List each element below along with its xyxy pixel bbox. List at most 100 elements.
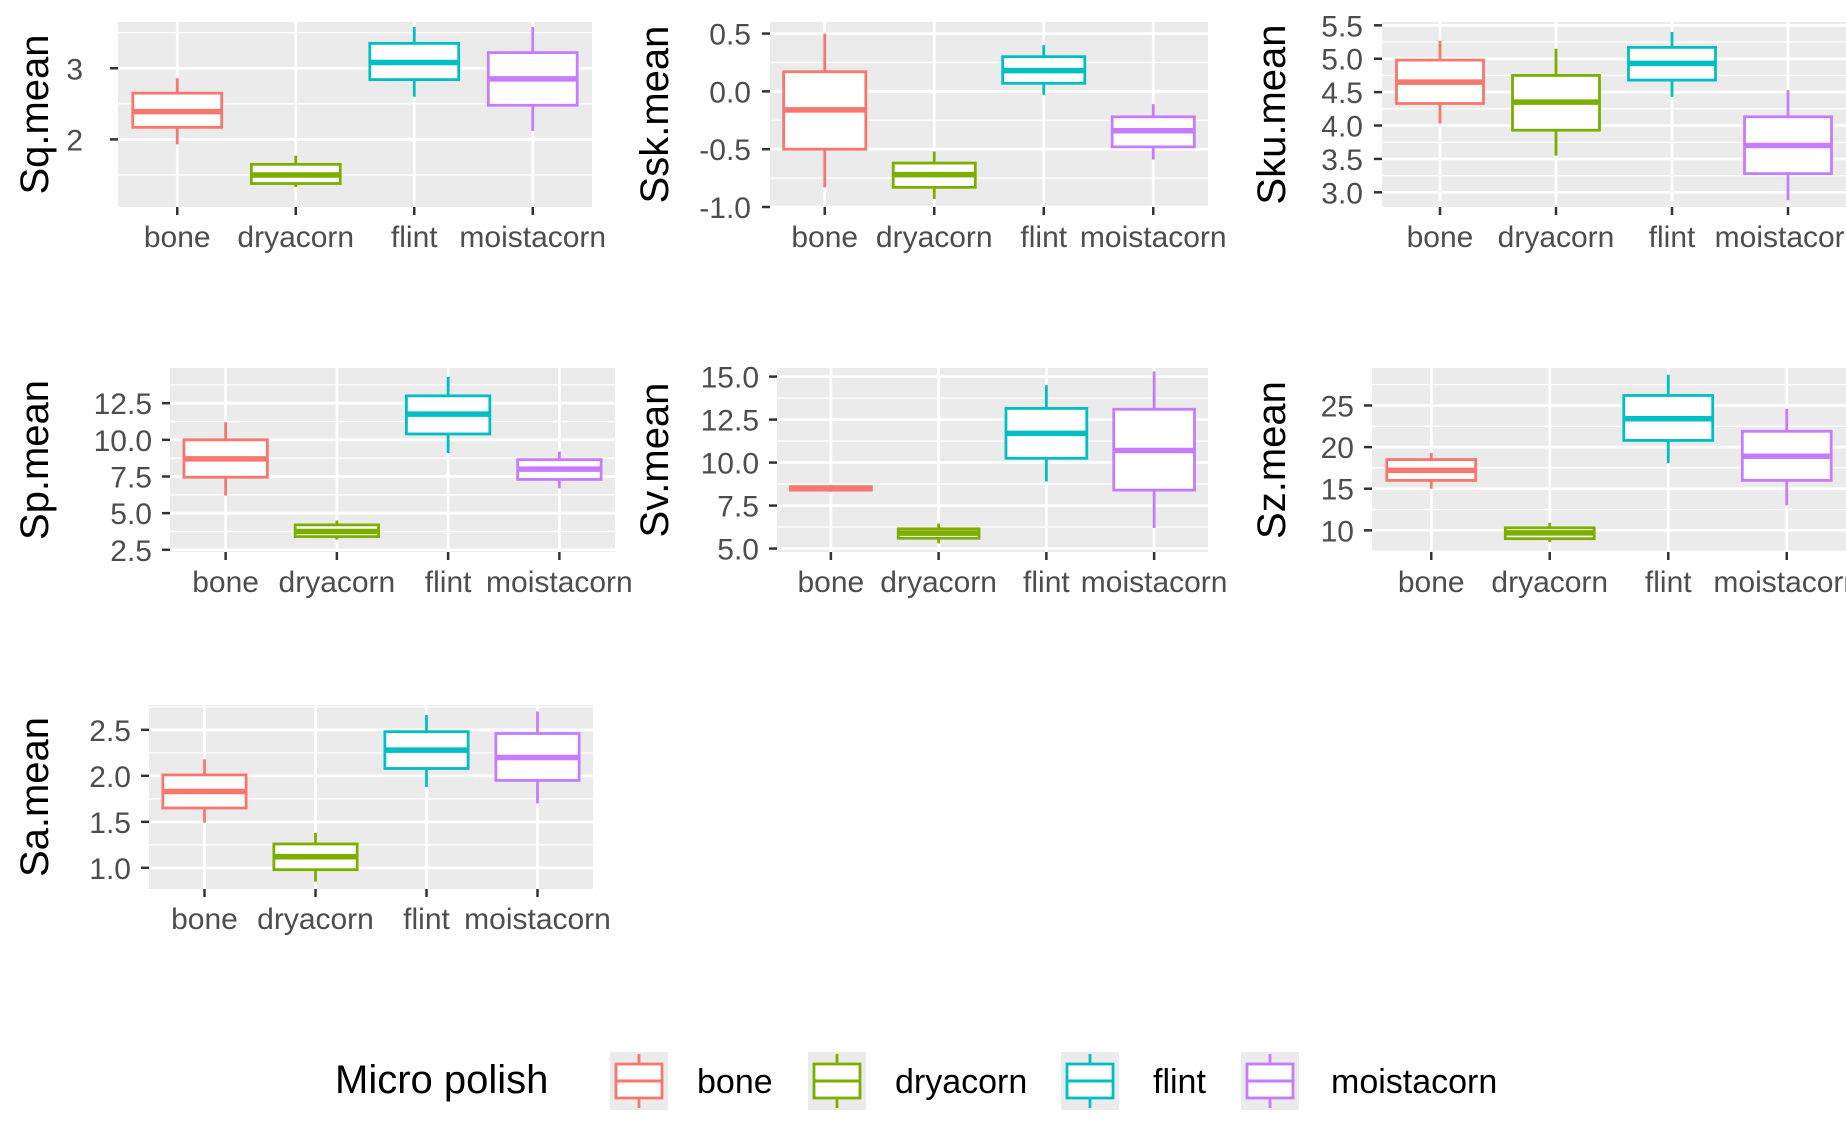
panel-Sa-mean: 2.5 2.0 1.5 1.0 Sa.mean bone dryacorn flint mois… — [13, 705, 611, 936]
x-tick-label: moistacorn — [1715, 221, 1846, 254]
box-dryacorn — [891, 151, 977, 199]
box-flint — [1627, 32, 1717, 97]
box-flint — [1001, 45, 1087, 95]
legend-key-flint — [1061, 1052, 1119, 1110]
legend: Micro polish bone dryacorn flint moistacorn — [335, 1052, 1497, 1110]
x-tick-label: flint — [425, 566, 472, 599]
box-dryacorn — [1503, 522, 1596, 543]
x-tick-label: dryacorn — [279, 566, 396, 599]
y-tick-label: 2.5 — [110, 535, 152, 568]
x-tick-label: flint — [1023, 566, 1070, 599]
box-dryacorn — [272, 832, 359, 882]
box-bone — [161, 759, 248, 823]
x-tick-label: dryacorn — [237, 221, 354, 254]
x-tick-label: flint — [1649, 221, 1696, 254]
panel-Sku-mean: 5.55.04.54.03.53.0 Sku.mean bone dryacorn fl… — [1250, 10, 1846, 254]
y-axis-title: Sv.mean — [633, 383, 677, 538]
x-tick-label: flint — [1645, 566, 1692, 599]
y-tick-label: 10.0 — [94, 425, 152, 458]
box-dryacorn — [293, 520, 380, 540]
x-tick-label: bone — [192, 566, 259, 599]
x-tick-label: moistacorn — [464, 903, 611, 936]
box-bone — [782, 33, 868, 188]
y-tick-label: 1.5 — [89, 807, 131, 840]
x-tick-label: moistacorn — [459, 221, 606, 254]
y-tick-label: 1.0 — [89, 853, 131, 886]
x-tick-label: bone — [144, 221, 211, 254]
y-tick-label: 10.0 — [701, 448, 759, 481]
x-tick-label: moistacorn — [1080, 221, 1227, 254]
legend-label: moistacorn — [1331, 1063, 1497, 1101]
y-tick-label: 4.5 — [1321, 77, 1363, 110]
y-tick-label: 5.0 — [1321, 44, 1363, 77]
y-axis-title: Ssk.mean — [633, 26, 677, 204]
box-flint — [383, 715, 470, 787]
x-tick-label: bone — [798, 566, 865, 599]
box-bone — [789, 484, 873, 492]
box-bone — [1395, 40, 1485, 124]
box-bone — [1385, 452, 1478, 489]
x-tick-label: moistacorn — [486, 566, 633, 599]
box-dryacorn — [1511, 48, 1601, 156]
y-tick-label: 25 — [1321, 390, 1354, 423]
legend-key-dryacorn — [808, 1052, 866, 1110]
box-moistacorn — [516, 451, 603, 489]
panel-Sv-mean: 15.0 12.5 10.0 7.5 5.0 Sv.mean bone dryacorn fli… — [633, 362, 1227, 599]
y-tick-label: -0.5 — [699, 134, 751, 167]
x-tick-label: flint — [1020, 221, 1067, 254]
legend-label: dryacorn — [895, 1063, 1027, 1101]
y-tick-label: 0.5 — [709, 19, 751, 52]
y-tick-label: 3.5 — [1321, 144, 1363, 177]
legend-title: Micro polish — [335, 1058, 548, 1102]
box-moistacorn — [1743, 90, 1833, 201]
legend-key-bone — [610, 1052, 668, 1110]
x-tick-label: dryacorn — [1498, 221, 1615, 254]
box-flint — [1004, 385, 1089, 482]
box-moistacorn — [1740, 408, 1833, 506]
y-tick-label: 2.0 — [89, 761, 131, 794]
legend-key-moistacorn — [1241, 1052, 1299, 1110]
y-tick-label: 10 — [1321, 515, 1354, 548]
box-flint — [1622, 374, 1715, 463]
box-moistacorn — [494, 711, 581, 804]
panel-Sq-mean: 2 3 Sq.mean bone dryacorn flint moistacorn — [13, 22, 606, 254]
x-tick-label: dryacorn — [880, 566, 997, 599]
x-tick-label: flint — [391, 221, 438, 254]
x-tick-label: bone — [1398, 566, 1465, 599]
box-bone — [131, 78, 224, 145]
x-tick-label: dryacorn — [876, 221, 993, 254]
box-moistacorn — [486, 26, 579, 131]
x-tick-label: dryacorn — [1491, 566, 1608, 599]
y-tick-label: 2 — [66, 124, 83, 157]
box-moistacorn — [1110, 104, 1196, 160]
y-tick-label: 5.0 — [717, 534, 759, 567]
panel-background — [1382, 22, 1846, 207]
y-tick-label: 4.0 — [1321, 111, 1363, 144]
y-tick-label: 12.5 — [701, 405, 759, 438]
y-axis-title: Sku.mean — [1250, 24, 1294, 204]
x-tick-label: moistacorn — [1081, 566, 1228, 599]
y-tick-label: -1.0 — [699, 192, 751, 225]
y-tick-label: 7.5 — [110, 461, 152, 494]
y-axis-title: Sz.mean — [1250, 381, 1294, 539]
y-tick-label: 3.0 — [1321, 177, 1363, 210]
panel-Sz-mean: 25 20 15 10 Sz.mean bone dryacorn flint moistaco… — [1250, 368, 1846, 599]
legend-label: flint — [1153, 1063, 1206, 1101]
box-moistacorn — [1112, 371, 1196, 528]
x-tick-label: dryacorn — [257, 903, 374, 936]
legend-label: bone — [697, 1063, 773, 1101]
y-tick-label: 7.5 — [717, 491, 759, 524]
y-axis-title: Sa.mean — [13, 717, 57, 877]
box-dryacorn — [249, 155, 342, 188]
box-bone — [182, 422, 269, 496]
y-tick-label: 15.0 — [701, 362, 759, 395]
y-tick-label: 2.5 — [89, 715, 131, 748]
x-tick-label: flint — [403, 903, 450, 936]
panel-Sp-mean: 12.5 10.07.5 5.0 2.5 Sp.mean bone dryacorn flin… — [13, 368, 633, 599]
y-axis-title: Sq.mean — [13, 34, 57, 194]
y-tick-label: 15 — [1321, 474, 1354, 507]
panel-Ssk-mean: 0.5 0.0 -0.5 -1.0 Ssk.mean bone dryacorn flint m… — [633, 19, 1227, 254]
y-tick-label: 0.0 — [709, 76, 751, 109]
box-flint — [405, 376, 492, 454]
